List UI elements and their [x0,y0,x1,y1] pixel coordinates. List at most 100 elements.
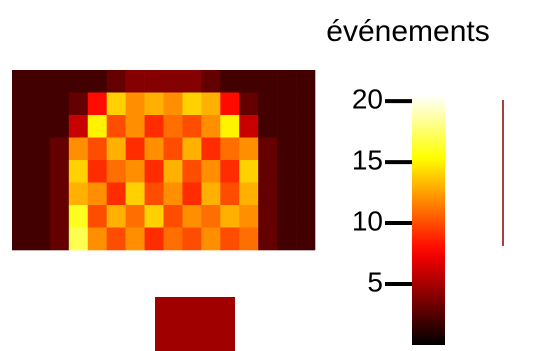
colorbar-tick-label: 15 [352,144,383,175]
heatmap-cell [69,93,88,116]
heatmap-cell [145,183,164,206]
heatmap-cell [126,183,145,206]
heatmap-cell [201,138,220,161]
heatmap-cell [164,70,183,93]
heatmap-cell [201,228,220,251]
colorbar-tick-label: 10 [352,205,383,236]
heatmap-cell [239,228,258,251]
heatmap-cell [220,93,239,116]
heatmap-cell [31,228,50,251]
heatmap-cell [145,115,164,138]
heatmap-cell [164,160,183,183]
heatmap-cell [107,115,126,138]
heatmap-cell [107,93,126,116]
heatmap-cell [201,183,220,206]
heatmap-cell [107,160,126,183]
heatmap-cell [164,228,183,251]
heatmap-cell [69,115,88,138]
heatmap-cell [50,205,69,228]
colorbar-tick-label: 20 [352,83,383,114]
colorbar [412,95,445,345]
heatmap-cell [126,93,145,116]
heatmap-cell [296,93,315,116]
heatmap-cell [258,138,277,161]
heatmap-cell [258,70,277,93]
heatmap-cell [50,70,69,93]
heatmap-cell [277,205,296,228]
heatmap-cell [164,205,183,228]
heatmap-cell [31,183,50,206]
heatmap-cell [277,228,296,251]
heatmap-cell [258,205,277,228]
heatmap-cell [31,160,50,183]
heatmap-cell [182,183,201,206]
heatmap-cell [296,228,315,251]
heatmap-cell [69,205,88,228]
heatmap-cell [69,160,88,183]
heatmap-cell [107,228,126,251]
heatmap-cell [50,160,69,183]
heatmap-cell [126,160,145,183]
color-swatch [155,297,235,351]
heatmap-cell [50,228,69,251]
heatmap-cell [50,93,69,116]
heatmap-cell [12,205,31,228]
heatmap-cell [12,228,31,251]
heatmap-cell [126,205,145,228]
heatmap-cell [182,228,201,251]
heatmap-cell [145,228,164,251]
heatmap-cell [296,160,315,183]
heatmap-cell [296,115,315,138]
heatmap-cell [296,138,315,161]
heatmap-cell [145,138,164,161]
heatmap-cell [88,228,107,251]
heatmap-cell [145,205,164,228]
heatmap-cell [182,138,201,161]
heatmap-cell [182,70,201,93]
heatmap-cell [239,93,258,116]
heatmap-cell [12,115,31,138]
heatmap-cell [88,138,107,161]
heatmap-cell [277,160,296,183]
heatmap-cell [126,115,145,138]
heatmap-cell [50,115,69,138]
heatmap-cell [164,183,183,206]
heatmap-cell [182,93,201,116]
heatmap-cell [88,205,107,228]
heatmap-cell [88,70,107,93]
heatmap-cell [12,138,31,161]
heatmap-cell [239,138,258,161]
heatmap-cell [69,70,88,93]
heatmap-cell [258,115,277,138]
heatmap-cell [220,183,239,206]
heatmap-cell [201,93,220,116]
heatmap-cell [107,205,126,228]
heatmap-cell [277,93,296,116]
heatmap-cell [239,115,258,138]
heatmap-cell [107,183,126,206]
heatmap-cell [31,70,50,93]
heatmap-cell [164,138,183,161]
heatmap-cell [50,183,69,206]
heatmap-cell [258,93,277,116]
heatmap-cell [220,228,239,251]
heatmap-cell [31,138,50,161]
colorbar-label: événements [326,15,489,48]
heatmap-cell [69,138,88,161]
heatmap-cell [239,70,258,93]
heatmap-cell [12,160,31,183]
heatmap-cell [69,183,88,206]
heatmap-cell [164,93,183,116]
heatmap-cell [88,93,107,116]
heatmap-cell [107,138,126,161]
heatmap-cell [277,115,296,138]
heatmap-cell [201,205,220,228]
heatmap-cell [145,93,164,116]
heatmap-cell [12,93,31,116]
heatmap-cell [69,228,88,251]
heatmap-cell [258,228,277,251]
heatmap-cell [220,160,239,183]
heatmap-cell [277,70,296,93]
heatmap-cell [31,115,50,138]
heatmap-cell [182,115,201,138]
